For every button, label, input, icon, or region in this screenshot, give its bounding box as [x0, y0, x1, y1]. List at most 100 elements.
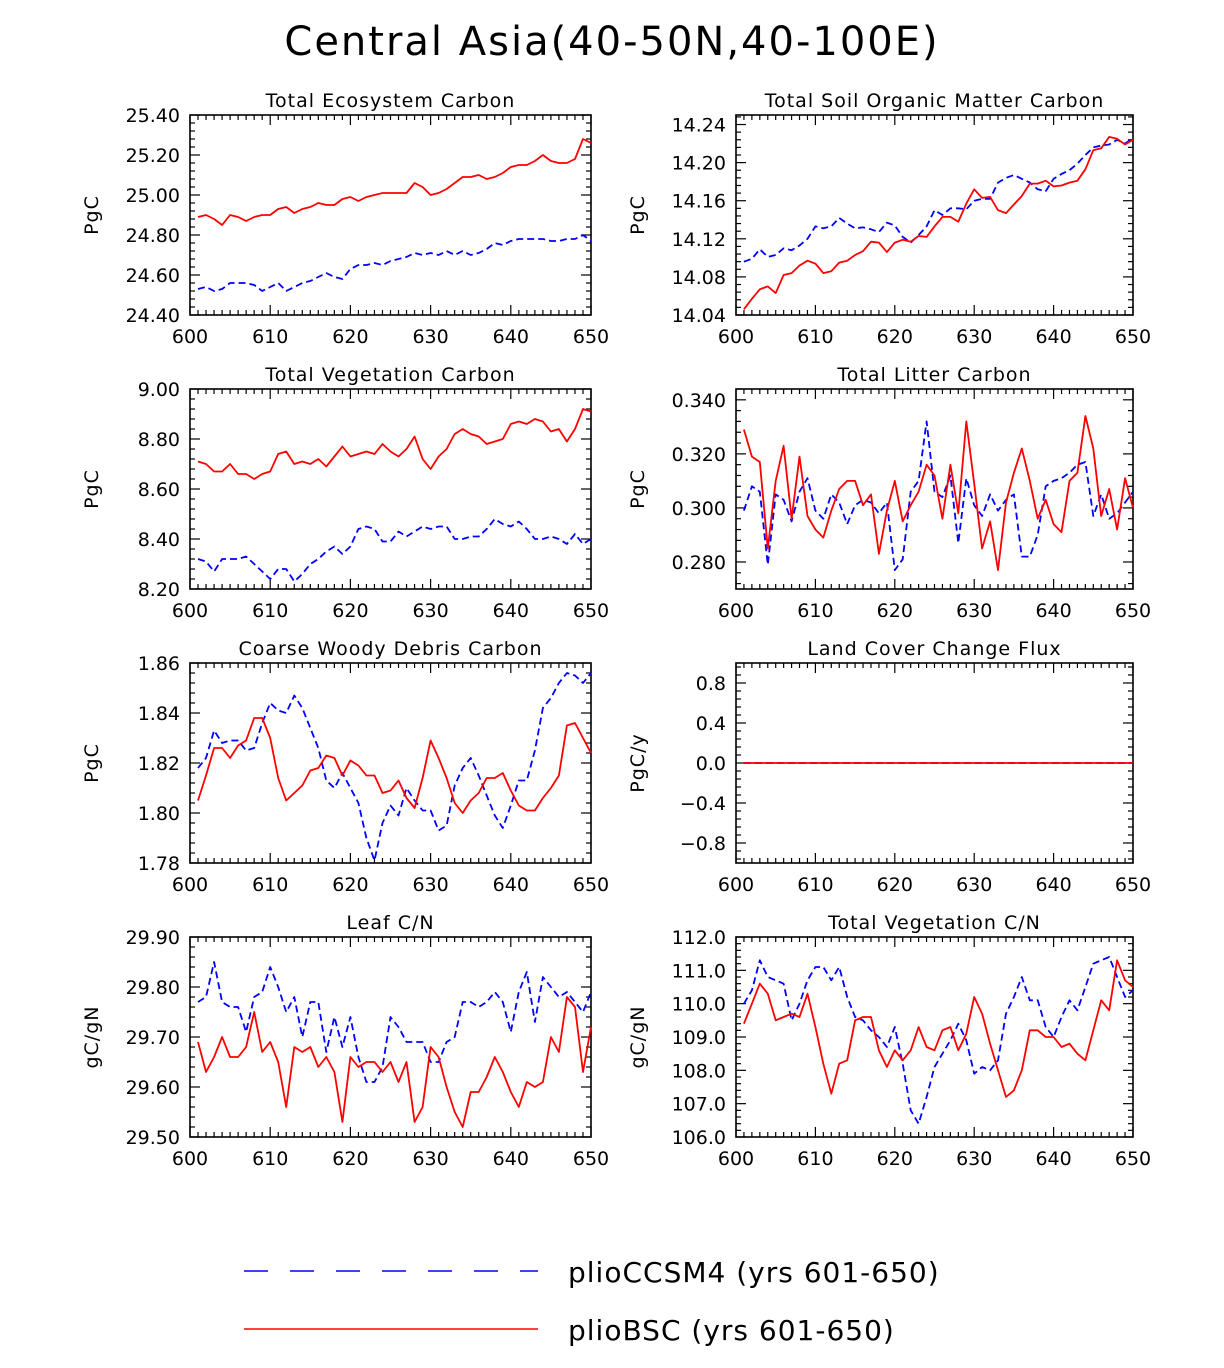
y-tick-label: 14.12: [672, 229, 726, 251]
y-tick-label: 29.60: [126, 1077, 180, 1099]
x-tick-label: 640: [493, 600, 529, 622]
series-line-pliobsc: [197, 138, 592, 226]
y-tick-label: 106.0: [672, 1127, 726, 1149]
y-tick-label: 110.0: [672, 994, 726, 1016]
chart-panel-5: 600 610 620 630 640 650 1.78 1.80 1.82 1.84 1.86 Co…: [81, 638, 609, 896]
panel-title: Total Soil Organic Matter Carbon: [764, 90, 1105, 112]
x-tick-label: 610: [252, 326, 288, 348]
y-tick-label: 109.0: [672, 1027, 726, 1049]
x-tick-label: 650: [1115, 1148, 1151, 1170]
y-tick-label: 8.20: [138, 579, 180, 601]
y-tick-label: 29.80: [126, 977, 180, 999]
chart-panel-3: 600 610 620 630 640 650 8.20 8.40 8.60 8.80 9.00 To…: [81, 364, 609, 622]
x-tick-label: 630: [956, 326, 992, 348]
x-tick-label: 610: [797, 1148, 833, 1170]
series-line-pliobsc: [743, 415, 1134, 571]
y-tick-label: 8.60: [138, 479, 180, 501]
x-tick-label: 610: [797, 874, 833, 896]
x-tick-label: 640: [1035, 1148, 1071, 1170]
y-axis-label: PgC: [81, 743, 103, 783]
x-tick-label: 600: [718, 874, 754, 896]
y-tick-label: 1.78: [138, 853, 180, 875]
x-tick-label: 620: [332, 874, 368, 896]
plot-frame: [189, 388, 592, 590]
y-axis-label: PgC/y: [627, 733, 649, 792]
y-tick-label: 14.16: [672, 191, 726, 213]
y-tick-label: 1.80: [138, 803, 180, 825]
x-tick-label: 630: [956, 1148, 992, 1170]
chart-panel-2: 600 610 620 630 640 650 14.04 14.08 14.12 14.16 14…: [627, 90, 1151, 348]
x-tick-label: 630: [412, 874, 448, 896]
panel-title: Land Cover Change Flux: [807, 638, 1061, 660]
y-tick-label: 8.40: [138, 529, 180, 551]
x-tick-label: 620: [332, 1148, 368, 1170]
chart-panel-8: 600 610 620 630 640 650 106.0 107.0 108.0 109.0 11…: [627, 912, 1151, 1170]
x-tick-label: 640: [493, 1148, 529, 1170]
plot-frame: [189, 114, 592, 316]
y-tick-label: 14.08: [672, 267, 726, 289]
x-tick-label: 600: [172, 874, 208, 896]
legend-label-pliocc: plioCCSM4 (yrs 601-650): [568, 1256, 940, 1289]
y-tick-label: 8.80: [138, 429, 180, 451]
y-tick-label: 0.0: [696, 753, 726, 775]
y-tick-label: 1.86: [138, 653, 180, 675]
x-tick-label: 650: [573, 326, 609, 348]
chart-panel-1: 600 610 620 630 640 650 24.40 24.60 24.80 25.00 25…: [81, 90, 609, 348]
x-tick-label: 630: [956, 874, 992, 896]
x-tick-label: 610: [797, 326, 833, 348]
series-line-pliobsc: [197, 717, 592, 814]
x-tick-label: 650: [1115, 326, 1151, 348]
x-tick-label: 610: [797, 600, 833, 622]
series-line-pliocc: [743, 137, 1134, 263]
x-tick-label: 600: [718, 600, 754, 622]
y-tick-label: 29.90: [126, 927, 180, 949]
x-tick-label: 640: [493, 326, 529, 348]
plot-frame: [735, 936, 1134, 1138]
x-tick-label: 650: [573, 600, 609, 622]
y-tick-label: 25.40: [126, 105, 180, 127]
x-tick-label: 600: [718, 326, 754, 348]
y-axis-label: gC/gN: [627, 1005, 649, 1068]
y-tick-label: 0.280: [672, 552, 726, 574]
y-tick-label: 25.20: [126, 145, 180, 167]
plot-frame: [735, 114, 1134, 316]
y-tick-label: 24.80: [126, 225, 180, 247]
y-tick-label: 14.04: [672, 305, 726, 327]
x-tick-label: 620: [877, 874, 913, 896]
plot-frame: [189, 936, 592, 1138]
series-line-pliocc: [197, 234, 592, 292]
x-tick-label: 620: [877, 326, 913, 348]
panel-title: Total Ecosystem Carbon: [265, 90, 516, 112]
y-tick-label: 108.0: [672, 1060, 726, 1082]
x-tick-label: 650: [573, 874, 609, 896]
panel-title: Total Litter Carbon: [836, 364, 1031, 386]
y-tick-label: 29.70: [126, 1027, 180, 1049]
x-tick-label: 640: [1035, 874, 1071, 896]
y-tick-label: 14.20: [672, 153, 726, 175]
y-axis-label: PgC: [81, 469, 103, 509]
panel-title: Coarse Woody Debris Carbon: [238, 638, 542, 660]
panel-title: Leaf C/N: [346, 912, 434, 934]
y-axis-label: PgC: [81, 195, 103, 235]
series-line-pliocc: [197, 518, 592, 583]
y-axis-label: PgC: [627, 195, 649, 235]
y-axis-label: PgC: [627, 469, 649, 509]
series-line-pliobsc: [743, 959, 1134, 1098]
x-tick-label: 600: [718, 1148, 754, 1170]
x-tick-label: 600: [172, 326, 208, 348]
chart-panel-6: 600 610 620 630 640 650 −0.8 −0.4 0.0 0.4 0.8 Land …: [627, 638, 1151, 896]
y-tick-label: 9.00: [138, 379, 180, 401]
panel-title: Total Vegetation Carbon: [264, 364, 515, 386]
x-tick-label: 640: [1035, 326, 1071, 348]
y-tick-label: 0.300: [672, 498, 726, 520]
x-tick-label: 620: [332, 326, 368, 348]
x-tick-label: 610: [252, 1148, 288, 1170]
y-axis-label: gC/gN: [81, 1005, 103, 1068]
series-line-pliocc: [743, 956, 1134, 1125]
x-tick-label: 630: [412, 1148, 448, 1170]
x-tick-label: 620: [877, 1148, 913, 1170]
series-line-pliocc: [197, 672, 592, 862]
x-tick-label: 600: [172, 1148, 208, 1170]
x-tick-label: 600: [172, 600, 208, 622]
